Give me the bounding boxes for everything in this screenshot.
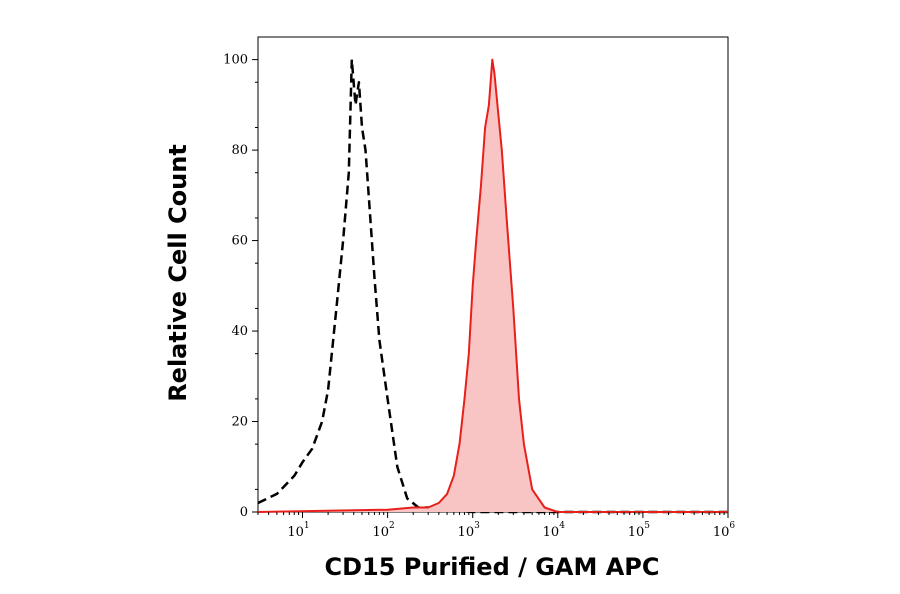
y-tick-label: 20 (231, 415, 248, 430)
x-tick-exponent: 6 (729, 521, 735, 531)
x-axis-title: CD15 Purified / GAM APC (324, 553, 659, 581)
x-tick-exponent: 5 (644, 521, 650, 531)
x-tick-exponent: 4 (559, 521, 565, 531)
series-1-line (257, 58, 728, 513)
x-tick-label: 103 (458, 521, 481, 540)
y-tick-label: 40 (231, 324, 248, 339)
x-tick-label: 106 (713, 521, 736, 540)
x-tick-exponent: 2 (389, 521, 395, 531)
y-tick-label: 0 (240, 505, 248, 520)
y-tick-label: 100 (223, 53, 248, 68)
y-tick-label: 60 (231, 234, 248, 249)
x-tick-label: 105 (628, 521, 651, 540)
series-1-area (258, 59, 728, 512)
x-tick-label: 101 (287, 521, 309, 540)
x-tick-label: 102 (372, 521, 394, 540)
y-axis: 0 20 40 60 80 100 (223, 53, 258, 520)
series-layer (257, 58, 728, 514)
x-tick-exponent: 3 (474, 521, 480, 531)
x-tick-exponent: 1 (304, 521, 310, 531)
y-axis-title: Relative Cell Count (164, 144, 192, 402)
x-axis: 101 102 103 104 105 106 (257, 512, 736, 540)
x-tick-label: 104 (543, 521, 566, 540)
y-tick-label: 80 (231, 143, 248, 158)
